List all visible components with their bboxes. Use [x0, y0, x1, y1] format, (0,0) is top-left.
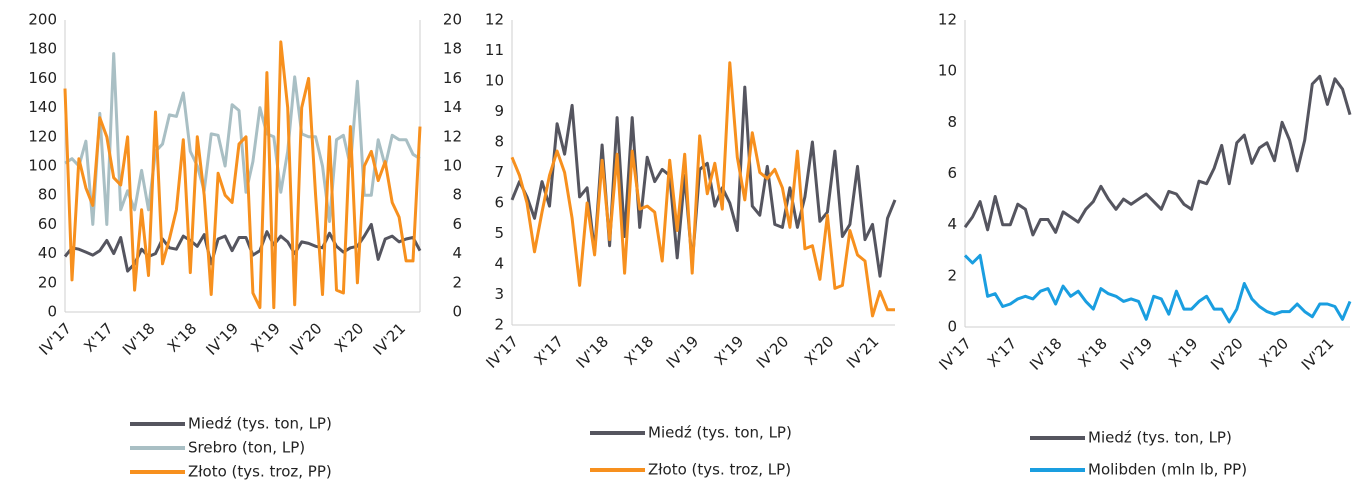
- y-tick-label: 12: [485, 11, 504, 29]
- x-tick-label: IV'18: [119, 319, 159, 359]
- y2-tick-label: 18: [443, 40, 462, 58]
- y-tick-label: 7: [494, 163, 504, 181]
- y2-tick-label: 0: [452, 303, 462, 321]
- y-tick-label: 12: [938, 11, 957, 29]
- y-tick-label: 20: [38, 273, 57, 291]
- y-tick-label: 2: [494, 316, 504, 334]
- legend-label: Miedź (tys. ton, LP): [648, 424, 792, 442]
- y-tick-label: 10: [485, 72, 504, 90]
- y2-tick-label: 2: [452, 273, 462, 291]
- y-tick-label: 180: [28, 40, 57, 58]
- x-tick-label: X'20: [1256, 334, 1292, 370]
- y-tick-label: 2: [947, 266, 957, 284]
- y-tick-label: 0: [47, 303, 57, 321]
- y-tick-label: 4: [494, 255, 504, 273]
- y-tick-label: 0: [947, 318, 957, 336]
- y2-tick-label: 4: [452, 244, 462, 262]
- series-line: [510, 85, 897, 278]
- x-tick-label: X'17: [984, 334, 1020, 370]
- x-tick-label: X'20: [801, 332, 837, 368]
- legend-label: Złoto (tys. troz, PP): [188, 463, 332, 481]
- series-line: [63, 222, 422, 273]
- legend-label: Złoto (tys. troz, LP): [648, 461, 791, 479]
- x-tick-label: IV'17: [935, 334, 975, 374]
- x-tick-label: X'19: [711, 332, 747, 368]
- x-tick-label: IV'21: [843, 332, 883, 372]
- x-tick-label: IV'21: [370, 319, 410, 359]
- x-tick-label: X'17: [531, 332, 567, 368]
- x-tick-label: X'18: [621, 332, 657, 368]
- legend-label: Miedź (tys. ton, LP): [188, 415, 332, 433]
- y2-tick-label: 10: [443, 157, 462, 175]
- y-tick-label: 100: [28, 157, 57, 175]
- y-tick-label: 6: [494, 194, 504, 212]
- y-tick-label: 120: [28, 127, 57, 145]
- y2-tick-label: 6: [452, 215, 462, 233]
- y-tick-label: 10: [938, 62, 957, 80]
- x-tick-label: X'18: [1074, 334, 1110, 370]
- y-tick-label: 8: [494, 133, 504, 151]
- x-tick-label: X'17: [80, 319, 116, 355]
- x-tick-label: IV'19: [203, 319, 243, 359]
- x-tick-label: IV'20: [286, 319, 326, 359]
- x-tick-label: IV'17: [482, 332, 522, 372]
- y-tick-label: 40: [38, 244, 57, 262]
- legend-label: Molibden (mln lb, PP): [1088, 461, 1247, 479]
- x-tick-label: IV'17: [35, 319, 75, 359]
- x-tick-label: IV'19: [1117, 334, 1157, 374]
- y-tick-label: 200: [28, 11, 57, 29]
- y2-tick-label: 14: [443, 98, 462, 116]
- y-tick-label: 9: [494, 102, 504, 120]
- y2-tick-label: 8: [452, 186, 462, 204]
- y2-tick-label: 12: [443, 127, 462, 145]
- x-tick-label: IV'20: [753, 332, 793, 372]
- y-tick-label: 160: [28, 69, 57, 87]
- x-tick-label: IV'19: [663, 332, 703, 372]
- y-tick-label: 3: [494, 285, 504, 303]
- series-line: [64, 52, 421, 226]
- x-tick-label: IV'18: [1026, 334, 1066, 374]
- series-line: [963, 74, 1352, 237]
- y2-tick-label: 16: [443, 69, 462, 87]
- y-tick-label: 6: [947, 164, 957, 182]
- series-line: [963, 253, 1352, 324]
- x-tick-label: X'20: [331, 319, 367, 355]
- x-tick-label: IV'18: [573, 332, 613, 372]
- y-tick-label: 140: [28, 98, 57, 116]
- legend-label: Srebro (ton, LP): [188, 439, 305, 457]
- x-tick-label: X'18: [164, 319, 200, 355]
- y-tick-label: 11: [485, 41, 504, 59]
- x-tick-label: IV'20: [1207, 334, 1247, 374]
- legend-label: Miedź (tys. ton, LP): [1088, 429, 1232, 447]
- x-tick-label: X'19: [247, 319, 283, 355]
- y-tick-label: 60: [38, 215, 57, 233]
- x-tick-label: X'19: [1165, 334, 1201, 370]
- series-line: [63, 40, 422, 310]
- y-tick-label: 4: [947, 215, 957, 233]
- y2-tick-label: 20: [443, 11, 462, 29]
- y-tick-label: 5: [494, 224, 504, 242]
- y-tick-label: 80: [38, 186, 57, 204]
- series-line: [510, 61, 895, 318]
- y-tick-label: 8: [947, 113, 957, 131]
- x-tick-label: IV'21: [1298, 334, 1338, 374]
